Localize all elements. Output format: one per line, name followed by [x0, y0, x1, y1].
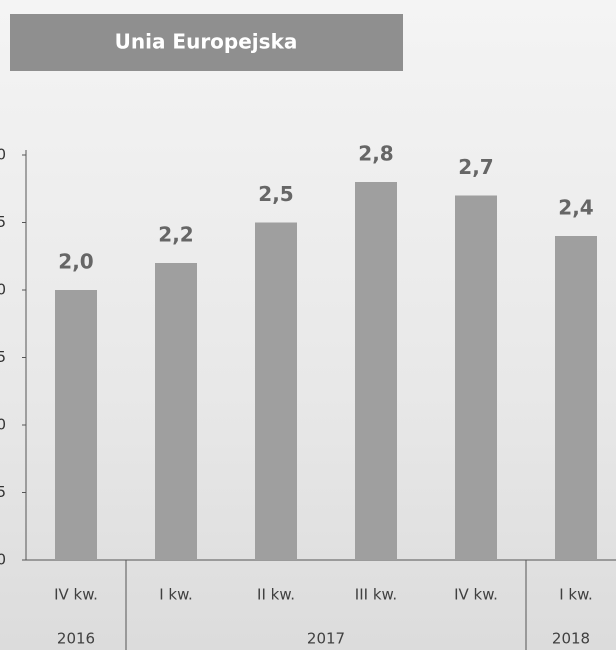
y-tick-label: 2,0	[0, 281, 6, 299]
x-tick-label: IV kw.	[454, 586, 498, 604]
value-label: 2,2	[158, 223, 193, 247]
x-group-label: 2018	[552, 630, 590, 648]
bar	[155, 263, 197, 560]
title-box	[10, 14, 403, 71]
x-tick-label: I kw.	[559, 586, 593, 604]
bar	[555, 236, 597, 560]
bar	[255, 222, 297, 560]
value-label: 2,5	[258, 182, 293, 206]
bar	[55, 290, 97, 560]
value-label: 2,0	[58, 250, 93, 274]
bar	[355, 182, 397, 560]
y-tick-label: 1,5	[0, 348, 6, 366]
x-tick-label: I kw.	[159, 586, 193, 604]
y-tick-label: 1,0	[0, 416, 6, 434]
bar	[455, 195, 497, 560]
x-tick-label: III kw.	[355, 586, 397, 604]
x-tick-label: IV kw.	[54, 586, 98, 604]
value-label: 2,4	[558, 196, 593, 220]
value-label: 2,8	[358, 142, 393, 166]
chart-title: Unia Europejska	[115, 30, 298, 54]
x-group-label: 2017	[307, 630, 345, 648]
y-tick-label: 2,5	[0, 213, 6, 231]
y-tick-label: 0,0	[0, 551, 6, 569]
x-tick-label: II kw.	[257, 586, 295, 604]
value-label: 2,7	[458, 155, 493, 179]
y-tick-label: 0,5	[0, 483, 6, 501]
x-group-label: 2016	[57, 630, 95, 648]
y-tick-label: 3,0	[0, 146, 6, 164]
